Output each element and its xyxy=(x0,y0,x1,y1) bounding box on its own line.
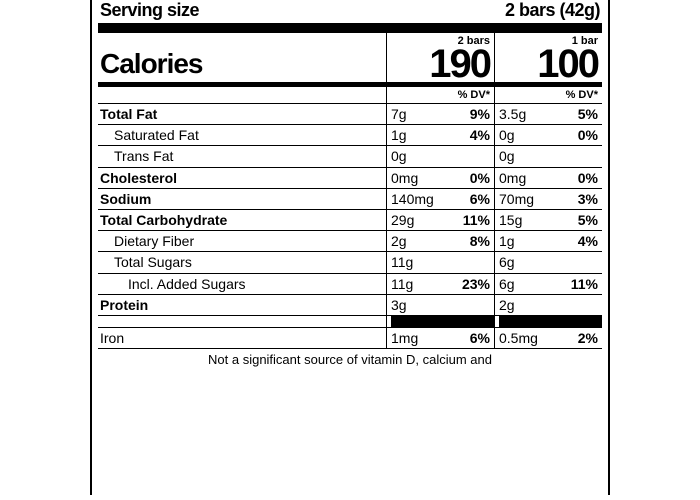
calories-b: 100 xyxy=(494,47,602,82)
nutrient-b: 0g xyxy=(494,146,602,166)
calories-a: 190 xyxy=(386,47,494,82)
nutrient-b: 15g5% xyxy=(494,210,602,230)
dv-label-b: % DV* xyxy=(494,87,602,103)
dv-header: % DV* % DV* xyxy=(98,87,602,103)
nutrient-row: Protein3g2g xyxy=(98,294,602,315)
footnote: Not a significant source of vitamin D, c… xyxy=(98,348,602,367)
nutrient-b: 6g xyxy=(494,252,602,272)
nutrient-name: Cholesterol xyxy=(98,168,386,188)
nutrient-b: 1g4% xyxy=(494,231,602,251)
mineral-table: Iron1mg6%0.5mg2% xyxy=(98,327,602,348)
nutrient-b: 0mg0% xyxy=(494,168,602,188)
nutrient-name: Protein xyxy=(98,295,386,315)
nutrient-row: Trans Fat0g0g xyxy=(98,145,602,166)
nutrient-row: Saturated Fat1g4%0g0% xyxy=(98,124,602,145)
nutrient-name: Sodium xyxy=(98,189,386,209)
nutrient-a: 29g11% xyxy=(386,210,494,230)
nutrient-name: Saturated Fat xyxy=(98,125,386,145)
nutrient-b: 0g0% xyxy=(494,125,602,145)
nutrient-a: 11g23% xyxy=(386,274,494,294)
nutrient-row: Cholesterol0mg0%0mg0% xyxy=(98,167,602,188)
serving-size-value: 2 bars (42g) xyxy=(505,0,600,21)
nutrient-a: 11g xyxy=(386,252,494,272)
nutrient-name: Iron xyxy=(98,328,386,348)
nutrient-row: Dietary Fiber2g8%1g4% xyxy=(98,230,602,251)
calories-label: Calories xyxy=(98,50,386,82)
nutrient-name: Dietary Fiber xyxy=(98,231,386,251)
nutrient-name: Trans Fat xyxy=(98,146,386,166)
dv-label-a: % DV* xyxy=(386,87,494,103)
nutrient-b: 2g xyxy=(494,295,602,315)
calories-row: Calories 190 100 xyxy=(98,47,602,82)
nutrient-row: Iron1mg6%0.5mg2% xyxy=(98,327,602,348)
nutrient-a: 1mg6% xyxy=(386,328,494,348)
nutrient-row: Total Sugars11g6g xyxy=(98,251,602,272)
nutrient-row: Incl. Added Sugars11g23%6g11% xyxy=(98,273,602,294)
serving-size-label: Serving size xyxy=(100,0,199,21)
nutrient-b: 0.5mg2% xyxy=(494,328,602,348)
nutrient-name: Total Sugars xyxy=(98,252,386,272)
nutrient-a: 0g xyxy=(386,146,494,166)
nutrient-a: 140mg6% xyxy=(386,189,494,209)
nutrient-row: Total Carbohydrate29g11%15g5% xyxy=(98,209,602,230)
nutrient-a: 1g4% xyxy=(386,125,494,145)
nutrient-name: Total Carbohydrate xyxy=(98,210,386,230)
section-separator xyxy=(98,315,602,327)
nutrient-table: Total Fat7g9%3.5g5%Saturated Fat1g4%0g0%… xyxy=(98,103,602,315)
nutrient-a: 7g9% xyxy=(386,104,494,124)
column-header-row: 2 bars 1 bar xyxy=(98,33,602,47)
nutrient-name: Incl. Added Sugars xyxy=(98,274,386,294)
nutrient-name: Total Fat xyxy=(98,104,386,124)
nutrient-row: Total Fat7g9%3.5g5% xyxy=(98,103,602,124)
nutrient-a: 0mg0% xyxy=(386,168,494,188)
nutrient-b: 3.5g5% xyxy=(494,104,602,124)
serving-size-row: Serving size 2 bars (42g) xyxy=(98,0,602,23)
nutrient-b: 6g11% xyxy=(494,274,602,294)
nutrient-a: 3g xyxy=(386,295,494,315)
nutrient-b: 70mg3% xyxy=(494,189,602,209)
thick-rule xyxy=(98,23,602,33)
nutrient-a: 2g8% xyxy=(386,231,494,251)
nutrient-row: Sodium140mg6%70mg3% xyxy=(98,188,602,209)
